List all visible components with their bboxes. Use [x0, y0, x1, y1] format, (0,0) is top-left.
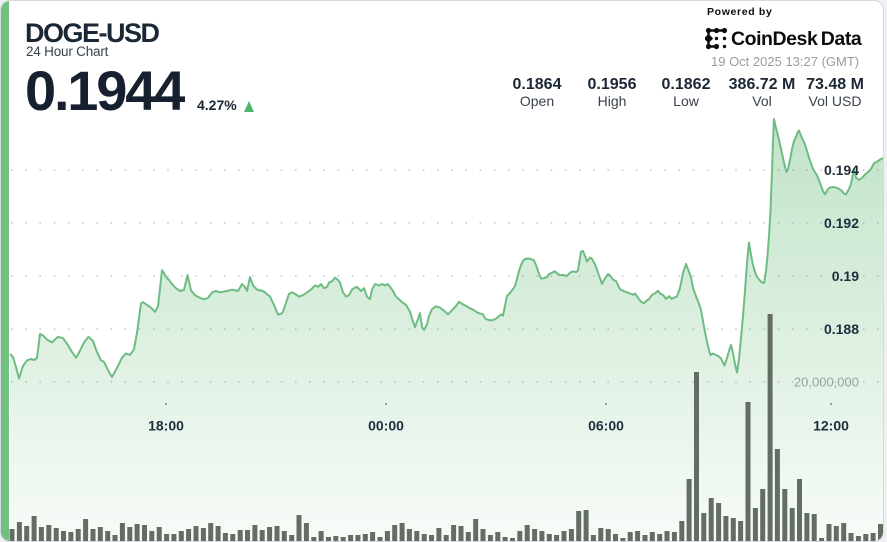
- svg-text:20,000,000: 20,000,000: [794, 375, 859, 390]
- svg-text:0.188: 0.188: [824, 321, 859, 337]
- svg-text:18:00: 18:00: [148, 418, 184, 434]
- svg-text:0.192: 0.192: [824, 215, 859, 231]
- svg-text:0.19: 0.19: [832, 268, 859, 284]
- svg-text:00:00: 00:00: [368, 418, 404, 434]
- svg-text:0.194: 0.194: [824, 162, 859, 178]
- svg-text:12:00: 12:00: [813, 418, 849, 434]
- svg-text:06:00: 06:00: [588, 418, 624, 434]
